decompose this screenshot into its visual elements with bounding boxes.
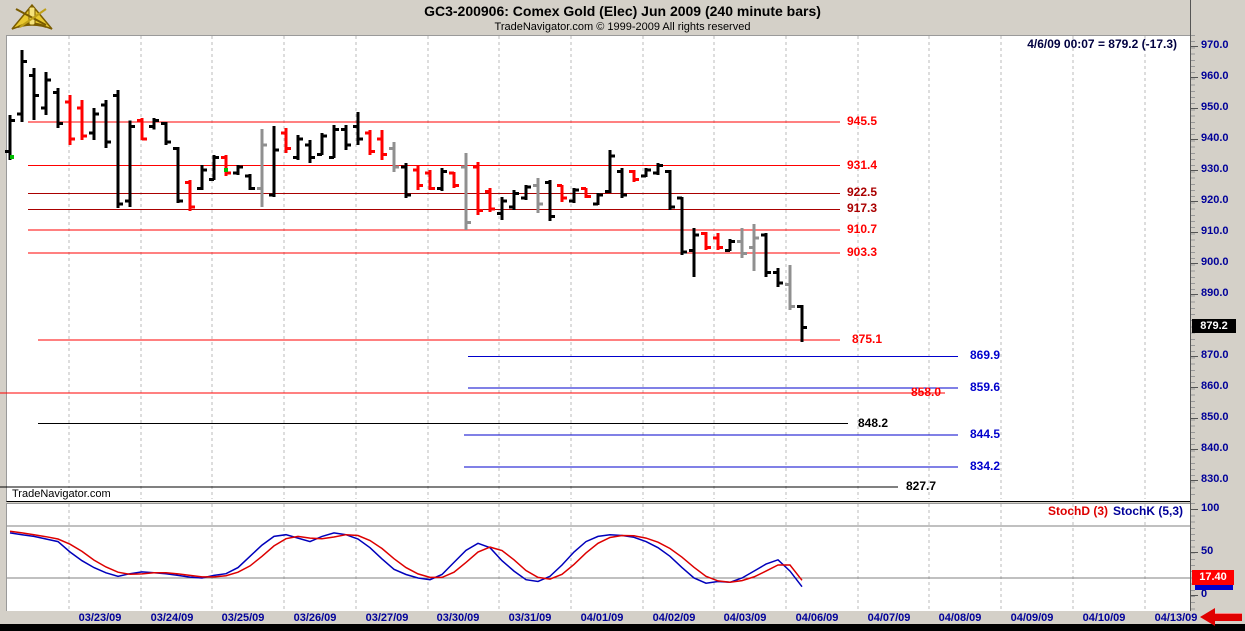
date-label: 03/24/09 — [150, 612, 194, 624]
signal-marker — [224, 168, 228, 172]
date-label: 03/30/09 — [436, 612, 480, 624]
y-axis-label: 950.0 — [1201, 101, 1229, 113]
y-axis-label: 860.0 — [1201, 380, 1229, 392]
y-axis-tick — [1191, 232, 1198, 233]
y-axis-label: 940.0 — [1201, 132, 1229, 144]
y-axis-tick — [1191, 170, 1198, 171]
watermark-text: TradeNavigator.com — [10, 488, 113, 500]
date-label: 04/02/09 — [652, 612, 696, 624]
price-level-label: 834.2 — [970, 458, 1001, 473]
stoch-axis-label: 50 — [1201, 545, 1214, 557]
y-axis-tick — [1191, 139, 1198, 140]
stoch-axis-tick — [1191, 508, 1198, 510]
stoch-axis-tick — [1191, 552, 1198, 553]
date-label: 04/09/09 — [1010, 612, 1054, 624]
price-level-label: 945.5 — [847, 113, 878, 128]
stochd-value-badge: 17.40 — [1192, 570, 1234, 585]
y-axis-tick — [1191, 356, 1198, 357]
y-axis-label: 840.0 — [1201, 442, 1229, 454]
y-axis-tick — [1191, 263, 1198, 264]
date-axis[interactable] — [0, 611, 1245, 624]
price-level-label: 903.3 — [847, 244, 878, 259]
last-quote-readout: 4/6/09 00:07 = 879.2 (-17.3) — [1027, 37, 1177, 51]
date-label: 03/25/09 — [221, 612, 265, 624]
price-level-label: 844.5 — [970, 427, 1001, 442]
price-level-label: 922.5 — [847, 185, 878, 200]
price-level-label: 931.4 — [847, 157, 878, 172]
price-level-label: 917.3 — [847, 201, 878, 216]
price-axis-minor-ticks — [1191, 35, 1195, 500]
stochastic-pane[interactable] — [6, 503, 1191, 612]
y-axis-tick — [1191, 387, 1198, 388]
y-axis-tick — [1191, 77, 1198, 78]
date-label: 04/06/09 — [795, 612, 839, 624]
price-pane[interactable] — [6, 35, 1191, 502]
date-label: 04/10/09 — [1082, 612, 1126, 624]
y-axis-label: 930.0 — [1201, 163, 1229, 175]
date-label: 03/31/09 — [508, 612, 552, 624]
date-label: 03/26/09 — [293, 612, 337, 624]
y-axis-label: 830.0 — [1201, 473, 1229, 485]
stoch-axis-label: 100 — [1201, 501, 1220, 514]
stochd-legend-label[interactable]: StochD (3) — [1048, 504, 1108, 518]
y-axis-label: 960.0 — [1201, 70, 1229, 82]
signal-marker — [10, 155, 14, 159]
stochk-legend-label[interactable]: StochK (5,3) — [1113, 504, 1184, 518]
date-label: 04/07/09 — [867, 612, 911, 624]
y-axis-label: 920.0 — [1201, 194, 1229, 206]
bottom-scroll-bar — [0, 624, 1245, 631]
date-label: 04/03/09 — [723, 612, 767, 624]
y-axis-tick — [1191, 108, 1198, 109]
chart-subtitle: TradeNavigator.com © 1999-2009 All right… — [494, 21, 751, 33]
price-level-label: 875.1 — [852, 332, 883, 347]
y-axis-tick — [1191, 480, 1198, 481]
price-level-label: 869.9 — [970, 348, 1001, 363]
y-axis-label: 850.0 — [1201, 411, 1229, 423]
y-axis-tick — [1191, 46, 1198, 47]
price-level-label: 910.7 — [847, 221, 878, 236]
stochk-line — [9, 532, 803, 588]
stoch-axis-tick — [1191, 595, 1198, 597]
stoch-axis-minor-ticks — [1191, 503, 1195, 610]
date-label: 03/27/09 — [365, 612, 409, 624]
date-label: 04/01/09 — [580, 612, 624, 624]
date-label: 04/08/09 — [938, 612, 982, 624]
chart-title: GC3-200906: Comex Gold (Elec) Jun 2009 (… — [424, 3, 821, 19]
y-axis-label: 890.0 — [1201, 287, 1229, 299]
y-axis-tick — [1191, 418, 1198, 419]
scroll-left-arrow-icon[interactable] — [1200, 608, 1215, 626]
y-axis-label: 900.0 — [1201, 256, 1229, 268]
price-level-label: 858.0 — [911, 385, 942, 400]
price-axis[interactable]: 970.0 960.0 950.0 940.0 930.0 920.0 910.0 900.0… — [1190, 0, 1245, 624]
y-axis-tick — [1191, 294, 1198, 295]
y-axis-label: 910.0 — [1201, 225, 1229, 237]
y-axis-tick — [1191, 201, 1198, 202]
tradenavigator-logo-icon — [8, 1, 56, 34]
y-axis-label: 870.0 — [1201, 349, 1229, 361]
date-label: 03/23/09 — [78, 612, 122, 624]
current-price-badge: 879.2 — [1192, 319, 1236, 333]
stoch-axis-label: 0 — [1201, 588, 1208, 601]
price-level-label: 827.7 — [906, 479, 937, 494]
scroll-left-arrow-body[interactable] — [1214, 613, 1242, 621]
y-axis-tick — [1191, 449, 1198, 450]
stochd-line — [9, 530, 803, 584]
date-label: 04/13/09 — [1154, 612, 1198, 624]
y-axis-label: 970.0 — [1201, 39, 1229, 51]
price-level-label: 848.2 — [858, 415, 889, 430]
price-level-label: 859.6 — [970, 380, 1001, 395]
